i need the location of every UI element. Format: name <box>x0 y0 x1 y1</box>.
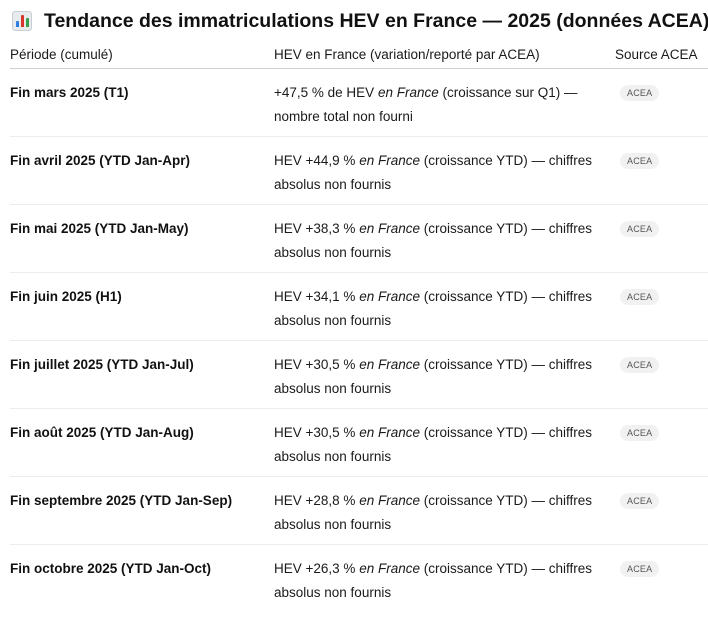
table-row: Fin juin 2025 (H1) HEV +34,1 % en France… <box>10 273 708 341</box>
hev-region-text: en France <box>359 493 420 508</box>
hev-region-text: en France <box>359 425 420 440</box>
source-badge[interactable]: ACEA <box>620 289 660 305</box>
hev-region-text: en France <box>359 289 420 304</box>
source-badge[interactable]: ACEA <box>620 221 660 237</box>
table-row: Fin août 2025 (YTD Jan-Aug) HEV +30,5 % … <box>10 409 708 477</box>
table-row: Fin avril 2025 (YTD Jan-Apr) HEV +44,9 %… <box>10 137 708 205</box>
table-row: Fin mai 2025 (YTD Jan-May) HEV +38,3 % e… <box>10 205 708 273</box>
hev-note-text: (croissance YTD) — chiffres absolus non … <box>274 425 593 464</box>
hev-cell: +47,5 % de HEV en France (croissance sur… <box>274 81 615 136</box>
source-badge[interactable]: ACEA <box>620 493 660 509</box>
header-period: Période (cumulé) <box>10 46 113 62</box>
hev-value-text: HEV +26,3 % <box>274 561 360 576</box>
hev-region-text: en France <box>359 357 420 372</box>
source-cell: ACEA <box>615 83 708 136</box>
period-cell: Fin mai 2025 (YTD Jan-May) <box>10 221 189 236</box>
table-header: Période (cumulé) HEV en France (variatio… <box>10 40 708 69</box>
table-row: Fin octobre 2025 (YTD Jan-Oct) HEV +26,3… <box>10 545 708 613</box>
period-cell: Fin septembre 2025 (YTD Jan-Sep) <box>10 493 233 508</box>
table-row: Fin septembre 2025 (YTD Jan-Sep) HEV +28… <box>10 477 708 545</box>
header-hev: HEV en France (variation/reporté par ACE… <box>274 46 540 62</box>
hev-note-text: (croissance YTD) — chiffres absolus non … <box>274 493 593 532</box>
period-cell: Fin juillet 2025 (YTD Jan-Jul) <box>10 357 194 372</box>
hev-value-text: HEV +38,3 % <box>274 221 360 236</box>
hev-value-text: HEV +30,5 % <box>274 357 360 372</box>
bar-chart-icon <box>12 11 32 31</box>
hev-region-text: en France <box>359 221 420 236</box>
source-cell: ACEA <box>615 355 708 408</box>
page-title: Tendance des immatriculations HEV en Fra… <box>12 7 708 35</box>
hev-cell: HEV +28,8 % en France (croissance YTD) —… <box>274 489 615 544</box>
source-cell: ACEA <box>615 491 708 544</box>
hev-cell: HEV +26,3 % en France (croissance YTD) —… <box>274 557 615 613</box>
source-cell: ACEA <box>615 151 708 204</box>
source-badge[interactable]: ACEA <box>620 153 660 169</box>
source-cell: ACEA <box>615 287 708 340</box>
period-cell: Fin juin 2025 (H1) <box>10 289 122 304</box>
table-row: Fin juillet 2025 (YTD Jan-Jul) HEV +30,5… <box>10 341 708 409</box>
hev-cell: HEV +30,5 % en France (croissance YTD) —… <box>274 353 615 408</box>
hev-note-text: (croissance YTD) — chiffres absolus non … <box>274 357 593 396</box>
source-badge[interactable]: ACEA <box>620 85 660 101</box>
hev-region-text: en France <box>377 85 439 100</box>
source-cell: ACEA <box>615 559 708 613</box>
hev-note-text: (croissance sur Q1) — nombre total non f… <box>274 85 578 124</box>
hev-value-text: HEV +34,1 % <box>274 289 360 304</box>
hev-note-text: (croissance YTD) — chiffres absolus non … <box>274 153 593 192</box>
hev-value-text: HEV +30,5 % <box>274 425 360 440</box>
hev-cell: HEV +44,9 % en France (croissance YTD) —… <box>274 149 615 204</box>
table-row: Fin mars 2025 (T1) +47,5 % de HEV en Fra… <box>10 69 708 137</box>
period-cell: Fin août 2025 (YTD Jan-Aug) <box>10 425 194 440</box>
hev-note-text: (croissance YTD) — chiffres absolus non … <box>274 289 593 328</box>
hev-cell: HEV +34,1 % en France (croissance YTD) —… <box>274 285 615 340</box>
source-cell: ACEA <box>615 219 708 272</box>
hev-trend-table: Période (cumulé) HEV en France (variatio… <box>10 40 708 613</box>
hev-note-text: (croissance YTD) — chiffres absolus non … <box>274 221 593 260</box>
period-cell: Fin octobre 2025 (YTD Jan-Oct) <box>10 561 212 576</box>
period-cell: Fin mars 2025 (T1) <box>10 85 129 100</box>
hev-value-text: HEV +44,9 % <box>274 153 360 168</box>
hev-note-text: (croissance YTD) — chiffres absolus non … <box>274 561 593 600</box>
source-badge[interactable]: ACEA <box>620 561 660 577</box>
hev-value-text: +47,5 % de HEV <box>274 85 378 100</box>
hev-value-text: HEV +28,8 % <box>274 493 360 508</box>
hev-region-text: en France <box>359 153 420 168</box>
period-cell: Fin avril 2025 (YTD Jan-Apr) <box>10 153 191 168</box>
source-cell: ACEA <box>615 423 708 476</box>
header-source: Source ACEA <box>615 46 698 62</box>
hev-cell: HEV +38,3 % en France (croissance YTD) —… <box>274 217 615 272</box>
hev-region-text: en France <box>359 561 420 576</box>
page-title-text: Tendance des immatriculations HEV en Fra… <box>44 9 708 32</box>
source-badge[interactable]: ACEA <box>620 425 660 441</box>
source-badge[interactable]: ACEA <box>620 357 660 373</box>
hev-cell: HEV +30,5 % en France (croissance YTD) —… <box>274 421 615 476</box>
